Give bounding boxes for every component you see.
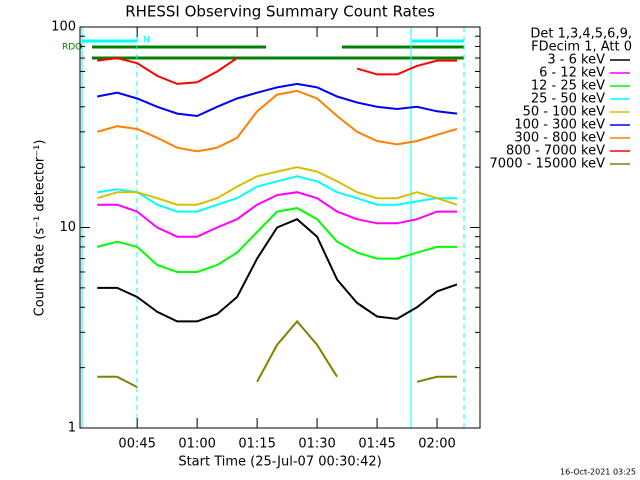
x-tick-label: 01:15 [238, 437, 275, 452]
legend-label: 3 - 6 keV [547, 53, 605, 68]
series-line [97, 191, 457, 238]
legend-header: FDecim 1, Att 0 [531, 40, 632, 55]
legend-label: 7000 - 15000 keV [490, 157, 606, 172]
legend-label: 12 - 25 keV [531, 79, 605, 94]
legend-label: 50 - 100 keV [523, 105, 606, 120]
legend-label: 800 - 7000 keV [506, 144, 605, 159]
annotation: RDO [62, 43, 82, 53]
x-tick-label: 02:00 [418, 437, 455, 452]
x-tick-label: 01:45 [358, 437, 395, 452]
legend-label: 6 - 12 keV [539, 66, 605, 81]
legend-label: 300 - 800 keV [514, 131, 605, 146]
x-tick-label: 01:00 [178, 437, 215, 452]
series-line [96, 89, 458, 153]
y-tick-label: 10 [59, 220, 76, 235]
series-line [96, 166, 458, 206]
annotation: N [143, 36, 150, 46]
chart-title: RHESSI Observing Summary Count Rates [125, 3, 435, 21]
y-axis-label: Count Rate (s⁻¹ detector⁻¹) [33, 140, 48, 317]
series-line [97, 319, 457, 388]
state-bars [81, 27, 465, 428]
legend-label: 25 - 50 keV [531, 92, 605, 107]
series-line [97, 57, 457, 85]
series-line [97, 218, 458, 323]
y-tick-label: 1 [68, 421, 76, 436]
y-tick-label: 100 [51, 20, 76, 35]
series-line [97, 82, 458, 118]
x-tick-label: 01:30 [298, 437, 335, 452]
series-line [97, 175, 457, 213]
timestamp: 16-Oct-2021 03:25 [560, 468, 636, 477]
legend-header: Det 1,3,4,5,6,9, [530, 27, 632, 42]
x-axis-label: Start Time (25-Jul-07 00:30:42) [178, 455, 381, 470]
x-tick-label: 00:45 [118, 437, 155, 452]
legend-label: 100 - 300 keV [514, 118, 605, 133]
series-line [96, 207, 457, 273]
